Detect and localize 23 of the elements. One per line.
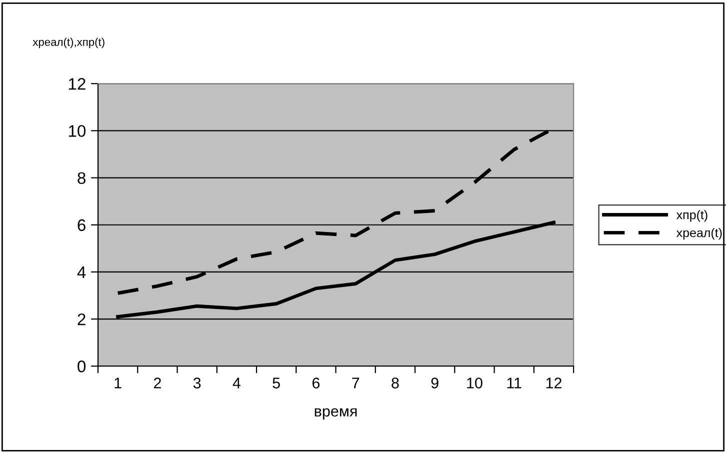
- y-tick-label: 0: [78, 360, 86, 372]
- legend-label: xпр(t): [676, 210, 708, 222]
- y-axis-title: xреал(t),xпр(t): [32, 38, 104, 48]
- y-tick-label: 10: [68, 125, 86, 137]
- legend-label: xреал(t): [676, 228, 722, 240]
- x-tick-label: 6: [312, 378, 320, 388]
- y-tick-label: 4: [77, 266, 86, 278]
- y-tick-label: 12: [68, 78, 86, 90]
- x-tick-label: 11: [507, 378, 522, 388]
- y-tick-label: 2: [78, 313, 86, 326]
- y-tick-label: 6: [78, 219, 86, 232]
- x-tick-label: 4: [232, 378, 241, 388]
- x-tick-label: 5: [272, 378, 280, 388]
- x-tick-label: 12: [546, 378, 562, 388]
- x-tick-label: 1: [114, 378, 122, 388]
- x-tick-label: 8: [392, 378, 399, 388]
- x-tick-label: 10: [467, 378, 482, 388]
- x-tick-label: 2: [154, 378, 161, 388]
- x-tick-label: 9: [431, 378, 438, 388]
- y-tick-label: 8: [78, 172, 86, 184]
- x-tick-label: 7: [352, 378, 360, 388]
- x-tick-label: 3: [193, 378, 201, 388]
- x-axis-title: время: [314, 408, 357, 420]
